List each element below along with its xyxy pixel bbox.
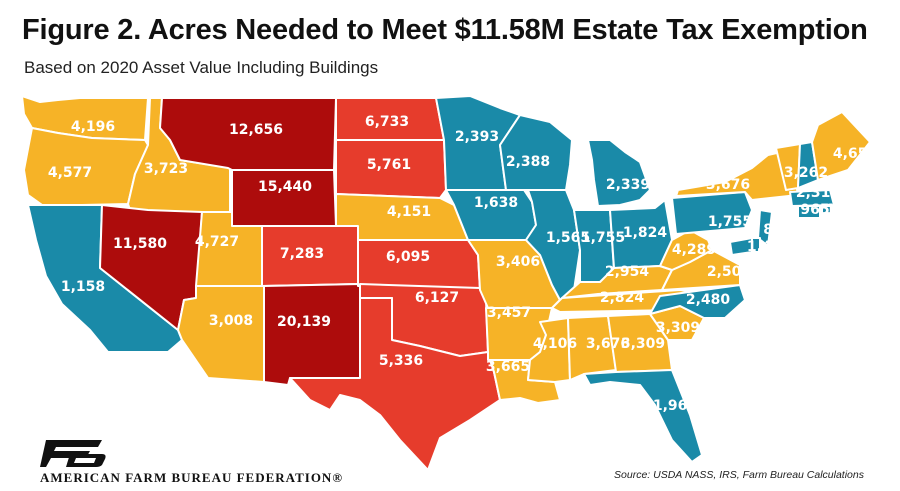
state-value-id: 3,723 [144, 161, 188, 177]
state-md [729, 237, 753, 256]
state-value-me: 4,651 [833, 146, 877, 162]
state-value-mi: 2,339 [606, 177, 650, 193]
state-value-wa: 4,196 [71, 119, 115, 135]
state-value-nc: 2,480 [686, 292, 731, 308]
state-value-vt: 3,262 [784, 165, 828, 181]
state-value-oh: 1,824 [623, 225, 668, 241]
state-value-wi: 2,388 [506, 154, 550, 170]
state-mi [587, 139, 651, 207]
state-value-ma: 965 [800, 202, 829, 218]
state-ct [797, 205, 821, 219]
state-value-ia: 1,638 [474, 195, 518, 211]
state-value-pa: 1,755 [708, 214, 752, 230]
state-value-wv: 4,289 [672, 242, 716, 258]
state-nm [263, 283, 361, 386]
organization-name: AMERICAN FARM BUREAU FEDERATION® [40, 470, 344, 485]
state-value-nm: 20,139 [277, 314, 331, 330]
state-value-mn: 2,393 [455, 129, 499, 145]
figure-subtitle: Based on 2020 Asset Value Including Buil… [24, 58, 379, 77]
state-value-nv: 11,580 [113, 236, 167, 252]
state-value-ar: 3,457 [487, 305, 531, 321]
state-value-wy: 15,440 [258, 179, 312, 195]
state-value-sd: 5,761 [367, 157, 411, 173]
state-value-nj: 85 [763, 222, 782, 238]
source-note: Source: USDA NASS, IRS, Farm Bureau Calc… [614, 469, 864, 481]
state-value-co: 7,283 [280, 246, 324, 262]
state-ks [357, 239, 481, 291]
state-az [177, 285, 265, 383]
state-value-mo: 3,406 [496, 254, 540, 270]
state-value-nd: 6,733 [365, 114, 409, 130]
state-fl [583, 369, 703, 463]
state-value-al: 3,676 [586, 336, 630, 352]
state-value-mt: 12,656 [229, 122, 283, 138]
state-value-il: 1,565 [546, 230, 590, 246]
state-value-ks: 6,095 [386, 249, 430, 265]
state-nj [757, 209, 773, 247]
figure-title: Figure 2. Acres Needed to Meet $11.58M E… [22, 14, 868, 46]
state-tx [289, 297, 501, 471]
state-value-sc: 3,309 [656, 320, 700, 336]
state-ri [821, 205, 833, 215]
state-value-ky: 2,954 [605, 264, 650, 280]
state-value-md: 1,433 [747, 239, 791, 255]
state-value-ca: 1,158 [61, 279, 105, 295]
state-value-tn: 2,824 [600, 290, 645, 306]
state-value-ne: 4,151 [387, 204, 431, 220]
state-value-ok: 6,127 [415, 290, 459, 306]
state-wv [659, 229, 713, 271]
state-value-ut: 4,727 [195, 234, 239, 250]
state-nc [649, 284, 746, 319]
state-ma [789, 189, 835, 207]
state-value-va: 2,506 [707, 264, 751, 280]
state-value-or: 4,577 [48, 165, 92, 181]
state-value-ms: 4,106 [533, 336, 577, 352]
state-value-la: 3,665 [486, 359, 530, 375]
farm-bureau-logo [40, 440, 106, 467]
state-value-in: 1,755 [581, 230, 625, 246]
state-me [811, 111, 871, 181]
state-value-fl: 1,963 [653, 398, 697, 414]
state-value-nh: 2,318 [796, 185, 840, 201]
state-value-tx: 5,336 [379, 353, 423, 369]
state-value-ga: 3,309 [621, 336, 665, 352]
state-il [525, 189, 581, 301]
state-value-ny: 3,676 [706, 177, 750, 193]
state-value-ri: 1,025 [826, 202, 870, 218]
state-sd [335, 139, 447, 199]
state-ga [607, 313, 673, 373]
state-value-az: 3,008 [209, 313, 253, 329]
